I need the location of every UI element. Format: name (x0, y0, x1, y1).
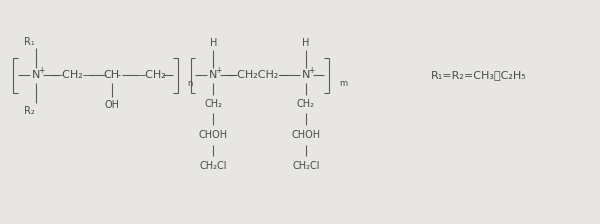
Text: N: N (302, 71, 310, 80)
Text: —CH₂: —CH₂ (135, 71, 167, 80)
Text: CH₂Cl: CH₂Cl (292, 161, 320, 171)
Text: CH₂: CH₂ (205, 99, 223, 109)
Text: +: + (308, 66, 314, 75)
Text: N: N (32, 71, 40, 80)
Text: H: H (302, 38, 310, 48)
Text: —CH₂—: —CH₂— (52, 71, 94, 80)
Text: CHOH: CHOH (199, 130, 228, 140)
Text: +: + (215, 66, 221, 75)
Text: n: n (188, 79, 193, 88)
Text: OH: OH (104, 100, 119, 110)
Text: CH₂Cl: CH₂Cl (200, 161, 227, 171)
Text: CH: CH (104, 71, 120, 80)
Text: H: H (210, 38, 217, 48)
Text: R₁=R₂=CH₃、C₂H₅: R₁=R₂=CH₃、C₂H₅ (431, 71, 527, 80)
Text: N: N (209, 71, 218, 80)
Text: CHOH: CHOH (292, 130, 320, 140)
Text: R₂: R₂ (24, 106, 35, 116)
Text: m: m (339, 79, 347, 88)
Text: CH₂: CH₂ (297, 99, 315, 109)
Text: —CH₂CH₂—: —CH₂CH₂— (226, 71, 290, 80)
Text: R₁: R₁ (24, 37, 35, 47)
Text: +: + (38, 66, 44, 75)
